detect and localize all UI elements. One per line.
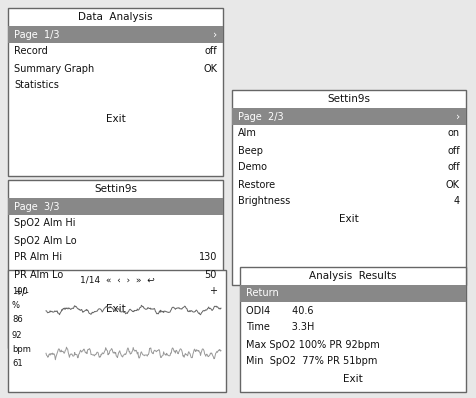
Text: PR Alm Lo: PR Alm Lo	[14, 269, 63, 279]
Text: Summary Graph: Summary Graph	[14, 64, 94, 74]
Text: 61: 61	[12, 359, 23, 367]
Text: ODI4       40.6: ODI4 40.6	[246, 306, 314, 316]
Text: bpm: bpm	[12, 345, 31, 353]
Text: 1/14  «  ‹  ›  »  ↩: 1/14 « ‹ › » ↩	[79, 275, 154, 285]
Bar	[8, 180, 223, 348]
Text: PR Alm Hi: PR Alm Hi	[14, 252, 62, 263]
Text: %: %	[12, 302, 20, 310]
Text: Analysis  Results: Analysis Results	[309, 271, 397, 281]
Text: Record: Record	[14, 47, 48, 57]
Text: OK: OK	[203, 64, 217, 74]
Text: Max SpO2 100% PR 92bpm: Max SpO2 100% PR 92bpm	[246, 339, 380, 349]
Bar	[8, 198, 223, 215]
Text: +/-: +/-	[14, 287, 29, 297]
Text: on: on	[448, 129, 460, 139]
Text: Return: Return	[246, 289, 279, 298]
Text: 100: 100	[12, 287, 28, 297]
Text: Alm: Alm	[238, 129, 257, 139]
Bar	[232, 90, 466, 285]
Text: 4: 4	[454, 197, 460, 207]
Text: ›: ›	[456, 111, 460, 121]
Text: off: off	[447, 146, 460, 156]
Text: Beep: Beep	[238, 146, 263, 156]
Bar	[8, 8, 223, 176]
Text: +: +	[209, 287, 217, 297]
Text: Brightness: Brightness	[238, 197, 290, 207]
Bar	[8, 270, 226, 392]
Text: Settin9s: Settin9s	[94, 184, 137, 194]
Text: ›: ›	[213, 29, 217, 39]
Text: Time       3.3H: Time 3.3H	[246, 322, 314, 332]
Bar	[240, 267, 466, 392]
Text: off: off	[447, 162, 460, 172]
Text: off: off	[204, 47, 217, 57]
Text: Statistics: Statistics	[14, 80, 59, 90]
Text: Exit: Exit	[339, 213, 359, 224]
Text: Settin9s: Settin9s	[327, 94, 370, 104]
Text: SpO2 Alm Hi: SpO2 Alm Hi	[14, 219, 76, 228]
Text: 92: 92	[12, 330, 22, 339]
Text: SpO2 Alm Lo: SpO2 Alm Lo	[14, 236, 77, 246]
Bar	[240, 285, 466, 302]
Text: Page  2/3: Page 2/3	[238, 111, 284, 121]
Text: Exit: Exit	[343, 373, 363, 384]
Text: Data  Analysis: Data Analysis	[78, 12, 153, 22]
Bar	[8, 26, 223, 43]
Text: 130: 130	[198, 252, 217, 263]
Text: Page  1/3: Page 1/3	[14, 29, 60, 39]
Text: OK: OK	[446, 179, 460, 189]
Text: Exit: Exit	[106, 115, 125, 125]
Text: Demo: Demo	[238, 162, 267, 172]
Text: Restore: Restore	[238, 179, 275, 189]
Text: Min  SpO2  77% PR 51bpm: Min SpO2 77% PR 51bpm	[246, 357, 377, 367]
Bar	[232, 108, 466, 125]
Text: Exit: Exit	[106, 304, 125, 314]
Text: Page  3/3: Page 3/3	[14, 201, 60, 211]
Text: 86: 86	[12, 316, 23, 324]
Text: 50: 50	[205, 269, 217, 279]
